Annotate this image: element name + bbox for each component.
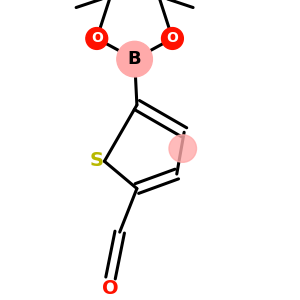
Text: O: O bbox=[167, 32, 178, 46]
Text: S: S bbox=[89, 151, 103, 169]
Text: O: O bbox=[102, 279, 119, 298]
Circle shape bbox=[86, 28, 108, 50]
Text: O: O bbox=[91, 32, 103, 46]
Circle shape bbox=[162, 28, 183, 50]
Circle shape bbox=[169, 135, 196, 162]
Text: B: B bbox=[128, 50, 141, 68]
Circle shape bbox=[117, 41, 152, 77]
